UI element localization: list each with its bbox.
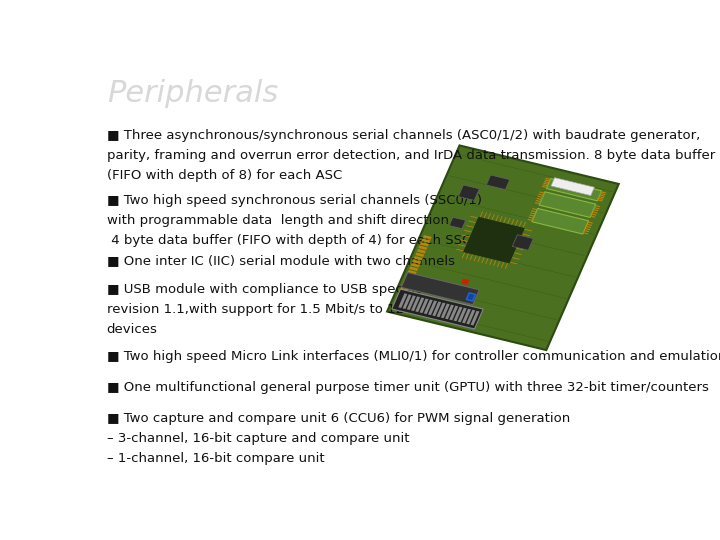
Polygon shape xyxy=(467,293,475,301)
Polygon shape xyxy=(408,270,417,274)
Polygon shape xyxy=(406,274,415,278)
Polygon shape xyxy=(402,284,410,288)
Text: Peripherals: Peripherals xyxy=(107,79,278,109)
Polygon shape xyxy=(411,296,420,311)
Polygon shape xyxy=(423,235,432,239)
Polygon shape xyxy=(401,273,480,305)
Polygon shape xyxy=(454,307,462,321)
Polygon shape xyxy=(398,291,408,295)
Polygon shape xyxy=(407,295,415,310)
Polygon shape xyxy=(415,253,424,257)
Polygon shape xyxy=(420,299,428,313)
Polygon shape xyxy=(458,308,467,322)
Text: ■ Two capture and compare unit 6 (CCU6) for PWM signal generation: ■ Two capture and compare unit 6 (CCU6) … xyxy=(107,412,570,425)
Polygon shape xyxy=(467,310,475,325)
Polygon shape xyxy=(462,216,526,264)
Polygon shape xyxy=(394,301,403,306)
Polygon shape xyxy=(459,185,480,200)
Text: ■ Two high speed Micro Link interfaces (MLI0/1) for controller communication and: ■ Two high speed Micro Link interfaces (… xyxy=(107,349,720,363)
Polygon shape xyxy=(395,298,405,302)
Polygon shape xyxy=(418,246,428,250)
Polygon shape xyxy=(539,192,596,218)
Polygon shape xyxy=(403,280,412,285)
Polygon shape xyxy=(413,260,421,264)
Polygon shape xyxy=(462,309,471,323)
Polygon shape xyxy=(428,301,437,315)
Text: with programmable data  length and shift direction.: with programmable data length and shift … xyxy=(107,214,453,227)
Text: 4 byte data buffer (FIFO with depth of 4) for each SSC: 4 byte data buffer (FIFO with depth of 4… xyxy=(107,234,471,247)
Polygon shape xyxy=(405,277,413,281)
Polygon shape xyxy=(513,235,534,250)
Polygon shape xyxy=(414,256,423,260)
Polygon shape xyxy=(486,175,510,190)
Text: ■ One multifunctional general purpose timer unit (GPTU) with three 32-bit timer/: ■ One multifunctional general purpose ti… xyxy=(107,381,708,394)
Text: parity, framing and overrun error detection, and IrDA data transmission. 8 byte : parity, framing and overrun error detect… xyxy=(107,149,715,162)
Polygon shape xyxy=(417,249,426,253)
Polygon shape xyxy=(410,263,420,267)
Polygon shape xyxy=(424,300,433,314)
Text: – 3-channel, 16-bit capture and compare unit: – 3-channel, 16-bit capture and compare … xyxy=(107,432,409,445)
Text: (FIFO with depth of 8) for each ASC: (FIFO with depth of 8) for each ASC xyxy=(107,169,342,182)
Polygon shape xyxy=(421,239,431,243)
Polygon shape xyxy=(420,242,429,246)
Polygon shape xyxy=(441,303,450,318)
Text: ■ Three asynchronous/synchronous serial channels (ASC0/1/2) with baudrate genera: ■ Three asynchronous/synchronous serial … xyxy=(107,129,700,142)
Polygon shape xyxy=(409,267,418,271)
Polygon shape xyxy=(402,294,412,309)
Polygon shape xyxy=(398,293,408,308)
Polygon shape xyxy=(392,289,483,329)
Text: ■ Two high speed synchronous serial channels (SSC0/1): ■ Two high speed synchronous serial chan… xyxy=(107,194,482,207)
Polygon shape xyxy=(449,217,466,228)
Polygon shape xyxy=(449,306,458,320)
Polygon shape xyxy=(532,208,589,234)
Polygon shape xyxy=(397,294,406,299)
Polygon shape xyxy=(546,179,602,201)
Polygon shape xyxy=(415,298,424,312)
Polygon shape xyxy=(461,279,469,285)
Polygon shape xyxy=(436,302,446,317)
Text: revision 1.1,with support for 1.5 Mbit/s to 12 Mbit/s: revision 1.1,with support for 1.5 Mbit/s… xyxy=(107,303,449,316)
Polygon shape xyxy=(400,287,409,292)
Text: ■ USB module with compliance to USB specification: ■ USB module with compliance to USB spec… xyxy=(107,283,456,296)
Polygon shape xyxy=(471,311,480,326)
Polygon shape xyxy=(432,301,441,316)
Text: ■ One inter IC (IIC) serial module with two channels: ■ One inter IC (IIC) serial module with … xyxy=(107,254,455,267)
Polygon shape xyxy=(551,178,595,195)
Text: devices: devices xyxy=(107,323,158,336)
Polygon shape xyxy=(445,305,454,319)
Text: – 1-channel, 16-bit compare unit: – 1-channel, 16-bit compare unit xyxy=(107,452,325,465)
Polygon shape xyxy=(387,145,618,350)
